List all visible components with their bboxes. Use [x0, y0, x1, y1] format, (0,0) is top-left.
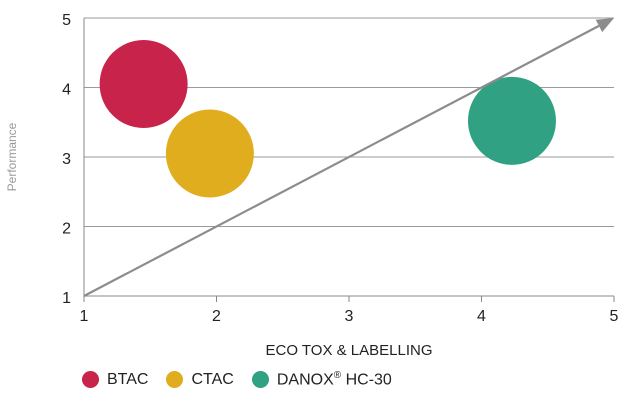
legend-item-btac: BTAC: [82, 371, 148, 389]
bubbles: [99, 40, 556, 198]
y-tick-label-2: 2: [62, 221, 71, 238]
legend-item-danox: DANOX® HC-30: [251, 370, 392, 389]
tick-labels: 1 2 3 4 5 1 2 3 4 5: [62, 12, 618, 325]
x-tick-label-2: 2: [212, 308, 221, 325]
legend-swatch-danox: [251, 371, 269, 389]
legend-label-danox: DANOX® HC-30: [276, 370, 392, 389]
legend-swatch-btac: [82, 371, 99, 389]
legend-item-ctac: CTAC: [166, 370, 234, 389]
y-tick-label-1: 1: [62, 290, 71, 307]
bubble-btac: [99, 40, 188, 129]
y-axis-label: Performance: [5, 122, 19, 191]
legend-label-ctac: CTAC: [191, 370, 234, 388]
y-tick-label-5: 5: [62, 12, 71, 29]
y-tick-label-3: 3: [62, 151, 71, 168]
x-tick-label-4: 4: [477, 308, 486, 325]
x-tick-label-5: 5: [610, 308, 619, 325]
trend-arrow: [83, 18, 614, 297]
x-tick-label-3: 3: [345, 308, 354, 325]
axes: [83, 18, 615, 302]
legend-label-btac: BTAC: [107, 370, 149, 388]
x-tick-label-1: 1: [80, 308, 89, 325]
trend-arrow-line: [83, 24, 600, 297]
legend-swatch-ctac: [166, 371, 184, 389]
bubble-ctac: [165, 109, 254, 198]
bubble-danox-hc-30: [467, 76, 556, 165]
y-tick-label-4: 4: [62, 82, 71, 99]
trend-arrow-head: [595, 18, 614, 33]
legend: BTAC CTAC DANOX® HC-30: [82, 370, 392, 389]
x-axis-label: ECO TOX & LABELLING: [265, 342, 432, 359]
